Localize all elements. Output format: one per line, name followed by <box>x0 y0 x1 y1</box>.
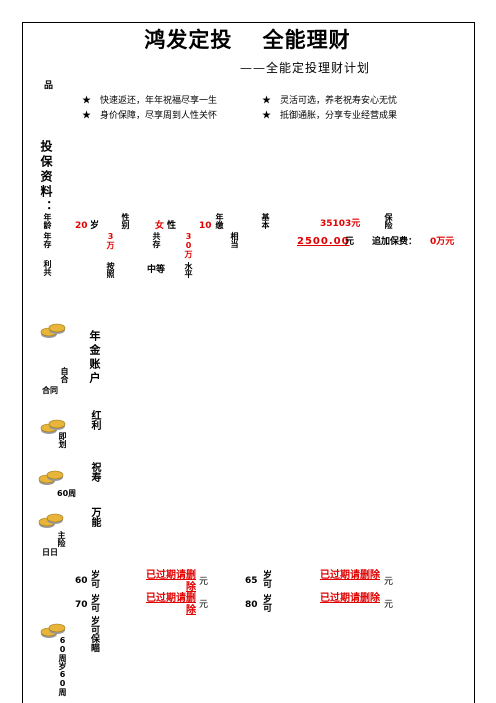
coins-icon <box>38 513 64 528</box>
gender-value: 女 <box>155 221 165 231</box>
extra-label: 追加保费： <box>372 237 418 247</box>
gender-suffix: 性 <box>167 221 177 231</box>
coins-icon <box>40 623 66 638</box>
row2-unit-left: 岁可 <box>89 594 99 612</box>
row2-value-right: 已过期请删除 <box>320 593 380 604</box>
insurance-label: 保险 <box>384 213 393 229</box>
row2-yuan-right: 元 <box>384 600 394 610</box>
age-value: 20 <box>75 221 88 231</box>
premium-value: 35103元 <box>320 219 361 229</box>
guarantee-title: 岁可保瞄 <box>89 616 99 652</box>
document-frame <box>22 22 475 703</box>
master-label: 主险 <box>57 531 66 547</box>
row1-value-left: 已过期请删除 <box>146 570 196 593</box>
row1-unit-left: 岁可 <box>89 570 99 588</box>
row2-value-left: 已过期请删除 <box>146 593 196 616</box>
blessing-title: 祝寿 <box>89 462 100 482</box>
annuity-title: 年金账户 <box>88 330 101 386</box>
feature-1: ★ 快速返还，年年祝福尽享一生 <box>82 96 218 106</box>
age-unit: 岁 <box>90 221 100 231</box>
feature-3: ★ 身价保障，尽享周到人性关怀 <box>82 111 218 121</box>
term-value: 10 <box>199 221 212 231</box>
auto-label: 自合 <box>60 367 69 383</box>
basic-label: 基本 <box>261 213 270 229</box>
monthly-value: 2500.00 <box>297 236 350 247</box>
row1-yuan-right: 元 <box>384 577 394 587</box>
row1-yuan-left: 元 <box>199 577 209 587</box>
age-label: 年龄 <box>43 213 52 229</box>
feature-2: ★ 灵活可选，养老祝寿安心无忧 <box>262 96 398 106</box>
extra-value: 0万元 <box>430 237 455 247</box>
page-title: 鸿发定投 全能理财 <box>144 28 351 52</box>
annual-value: 3万 <box>106 232 115 249</box>
gender-label: 性别 <box>121 213 130 229</box>
contract-label: 合同 <box>42 386 58 395</box>
sixty-label: 60周 <box>57 489 77 498</box>
interest-label: 利共 <box>43 260 52 276</box>
anniv-label: 60周岁60周 <box>58 636 67 696</box>
row1-age-right: 65 <box>245 576 258 586</box>
section-insured-label: 投保资料： <box>39 140 53 215</box>
coins-icon <box>40 419 66 434</box>
day-label: 日日 <box>42 548 58 557</box>
monthly-unit: 元 <box>345 237 355 247</box>
term-label: 年缴 <box>215 213 224 229</box>
dividend-title: 红利 <box>89 410 100 430</box>
row1-value-right: 已过期请删除 <box>320 570 380 581</box>
row2-yuan-left: 元 <box>199 600 209 610</box>
plan-label: 即划 <box>58 432 67 448</box>
row1-age-left: 60 <box>75 576 88 586</box>
row1-unit-right: 岁可 <box>261 570 271 588</box>
coins-icon <box>38 470 64 485</box>
annual-label: 年存 <box>43 232 52 248</box>
universal-title: 万能 <box>89 507 100 527</box>
row2-age-left: 70 <box>75 600 88 610</box>
assume-label: 按照 <box>106 262 115 278</box>
feature-4: ★ 抵御通胀，分享专业经营成果 <box>262 111 398 121</box>
page-subtitle: ——全能定投理财计划 <box>240 61 371 75</box>
coins-icon <box>40 323 66 338</box>
row2-unit-right: 岁可 <box>261 594 271 612</box>
total-label: 共存 <box>152 232 161 248</box>
equiv-label: 相当 <box>230 232 239 248</box>
total-value: 30万 <box>184 232 193 258</box>
level-value: 中等 <box>147 265 166 275</box>
product-label: 品 <box>44 81 54 91</box>
level-suffix: 水平 <box>184 262 193 278</box>
row2-age-right: 80 <box>245 600 258 610</box>
